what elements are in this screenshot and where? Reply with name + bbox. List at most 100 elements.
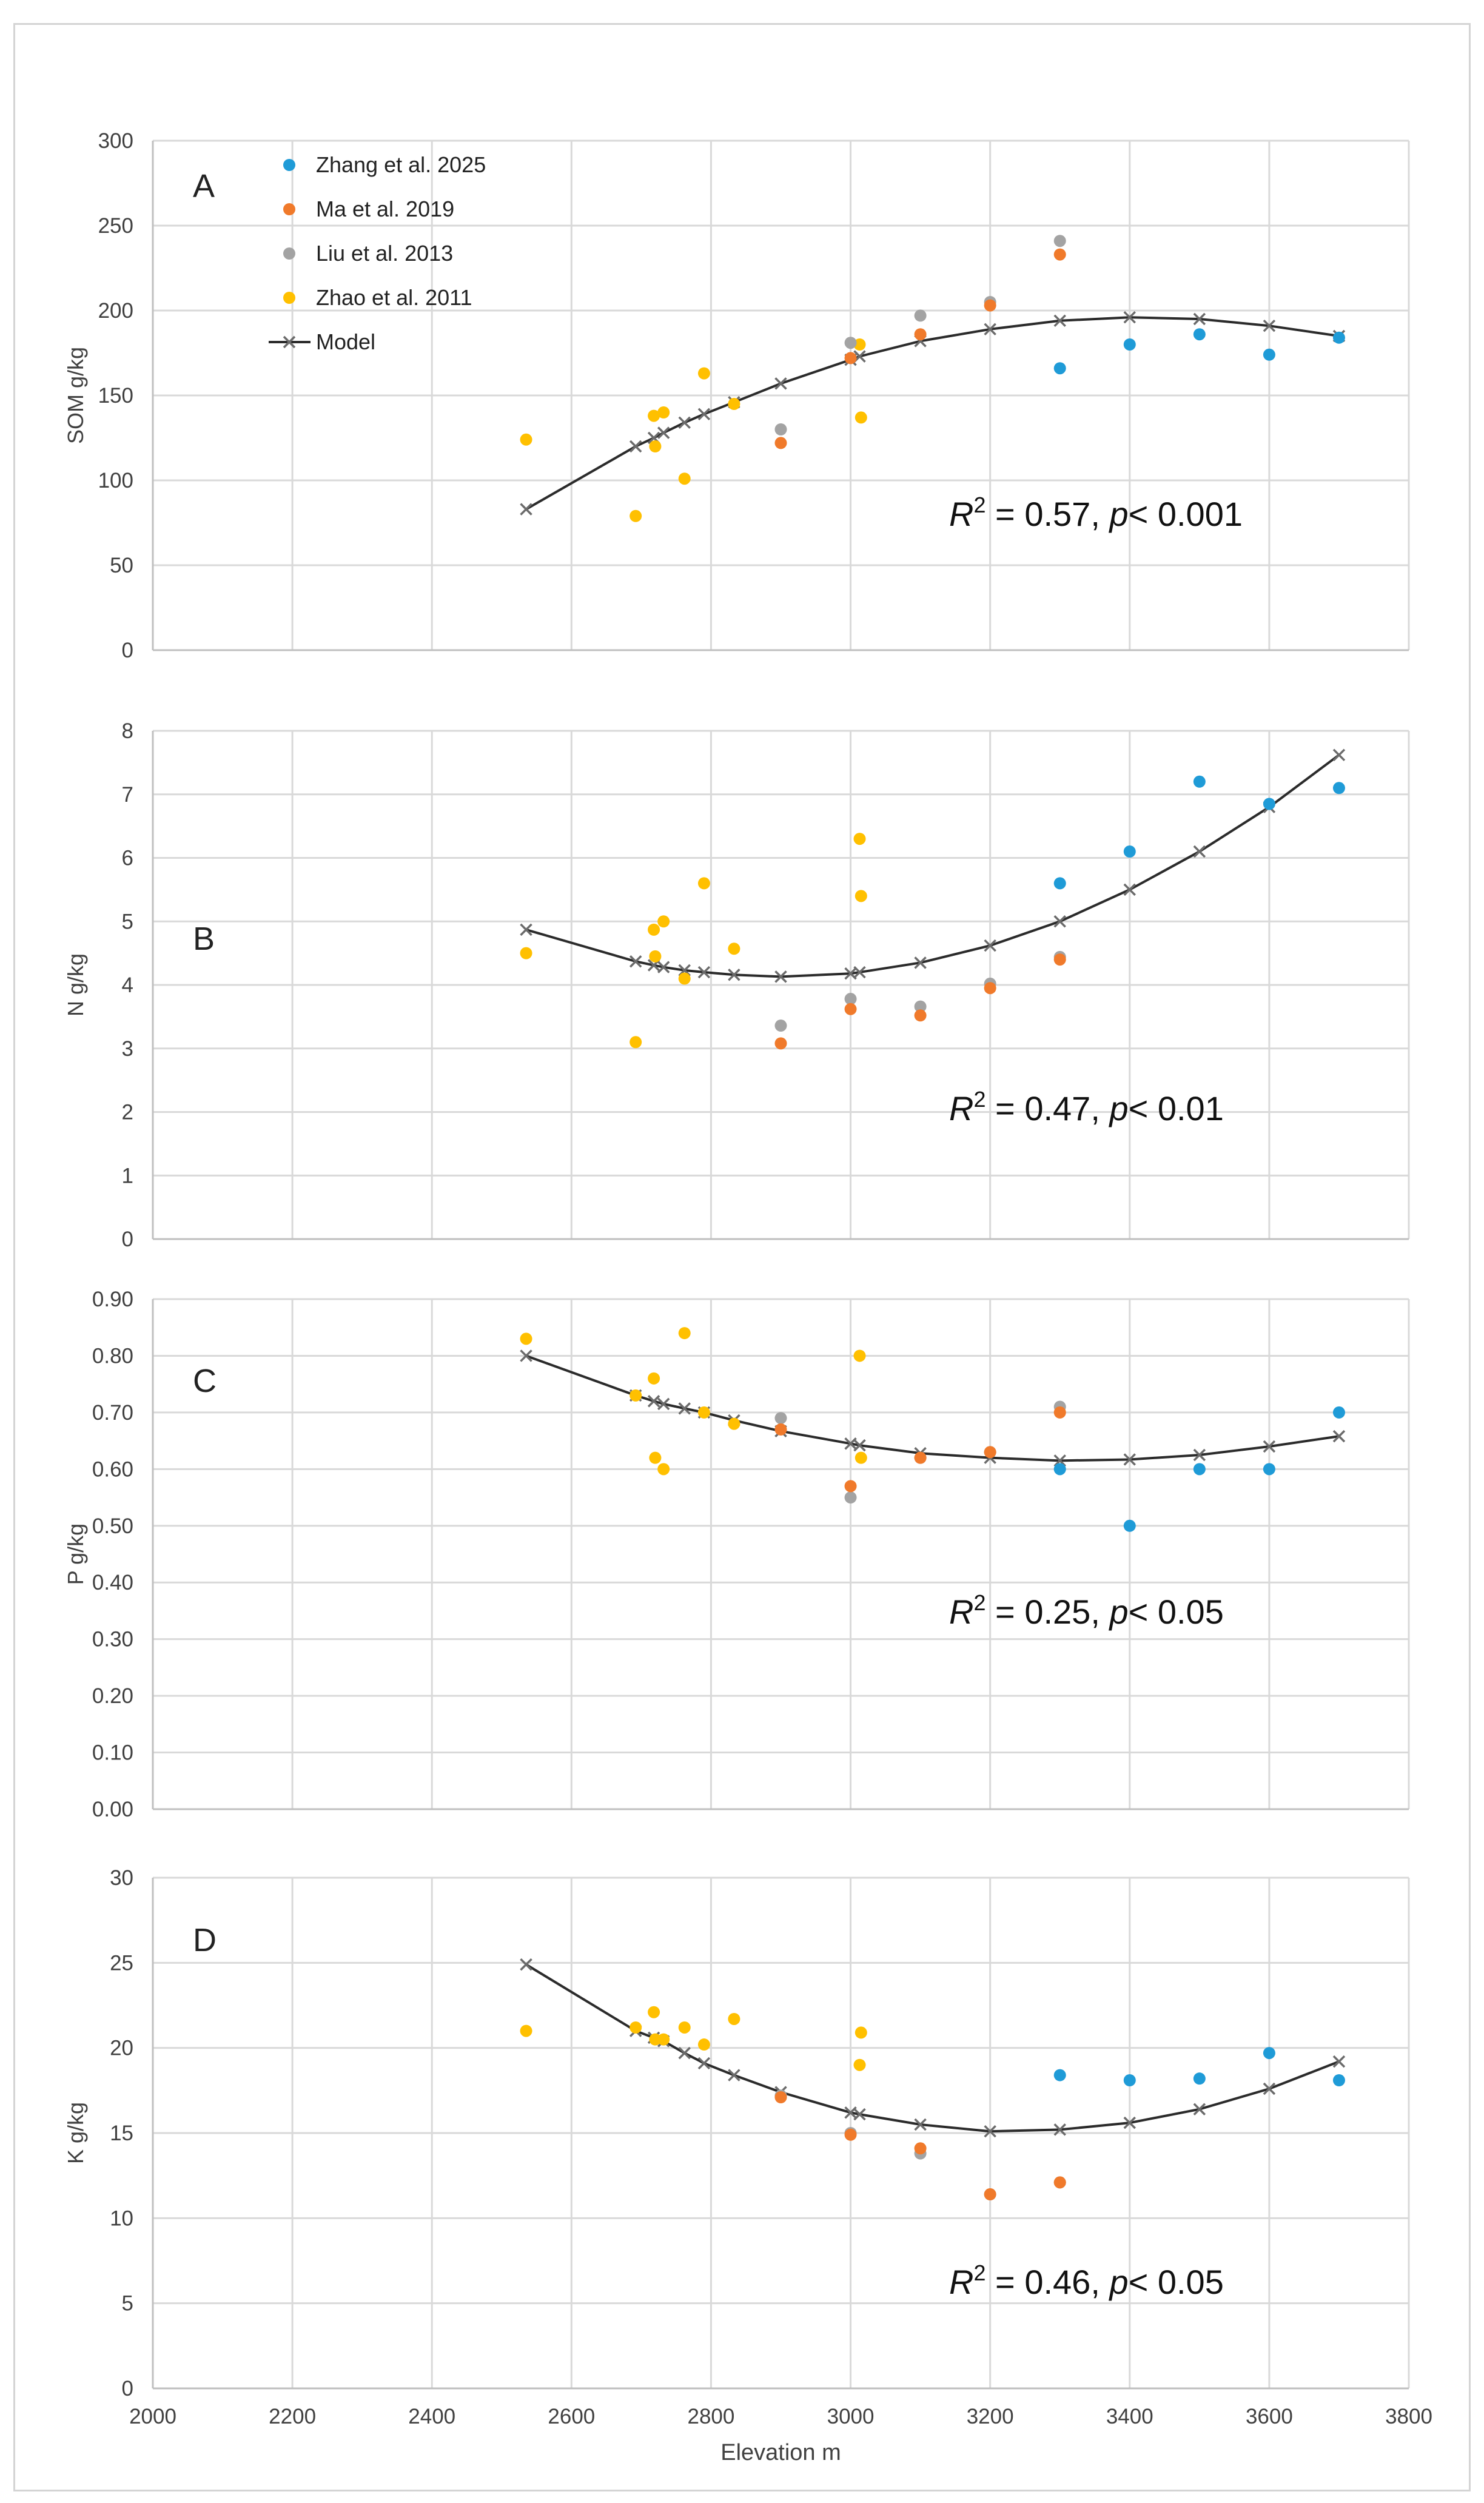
data-point-zhao <box>678 1327 691 1340</box>
y-tick-label: 0.80 <box>92 1344 133 1368</box>
x-tick-label: 2400 <box>408 2405 455 2428</box>
y-tick-label: 50 <box>110 554 133 577</box>
y-tick-label: 0.90 <box>92 1288 133 1311</box>
legend-item-model: Model <box>269 329 375 354</box>
x-tick-label: 2800 <box>688 2405 735 2428</box>
legend-swatch-ma <box>283 203 295 215</box>
r2-value: 0.46 <box>1024 2263 1090 2301</box>
legend-swatch-zhang <box>283 159 295 171</box>
data-point-zhao <box>853 833 866 845</box>
model-curve <box>525 754 1340 978</box>
model-point <box>914 956 927 969</box>
data-point-ma <box>1053 953 1066 966</box>
legend-swatch-zhao <box>283 292 295 304</box>
x-tick-label: 3600 <box>1246 2405 1293 2428</box>
legend: Zhang et al. 2025 Ma et al. 2019 Liu et al… <box>269 152 486 354</box>
data-point-liu <box>844 993 857 1006</box>
y-axis-title: P g/kg <box>63 1524 88 1585</box>
data-point-zhao <box>854 1451 867 1464</box>
y-tick-label: 0.70 <box>92 1401 133 1425</box>
data-point-liu <box>844 1491 857 1504</box>
data-point-ma <box>774 2091 787 2104</box>
model-point <box>853 2108 866 2121</box>
panel-b: 0 1 2 3 4 5 6 7 8 N g/kg B R2 = 0.47, p< 0.01 <box>63 719 1410 1251</box>
model-point <box>1332 2055 1346 2068</box>
data-point-ma <box>844 352 857 365</box>
model-point <box>1263 1440 1276 1453</box>
figure-frame <box>13 23 1471 2491</box>
data-point-zhang <box>1123 1519 1136 1532</box>
data-point-zhang <box>1053 2069 1066 2081</box>
data-point-zhao <box>728 1417 740 1430</box>
data-point-zhang <box>1263 348 1275 361</box>
data-point-ma <box>984 299 996 312</box>
data-point-zhao <box>728 942 740 955</box>
y-tick-label: 0 <box>122 2377 133 2401</box>
y-axis-title: N g/kg <box>63 953 88 1016</box>
data-point-liu <box>774 423 787 435</box>
legend-label: Model <box>316 329 375 354</box>
data-point-zhao <box>520 433 532 446</box>
x-tick-label: 3000 <box>827 2405 875 2428</box>
data-point-ma <box>1053 2176 1066 2189</box>
data-point-zhang <box>1193 328 1206 341</box>
x-tick-label: 3200 <box>967 2405 1014 2428</box>
y-axis-title: SOM g/kg <box>63 347 88 444</box>
model-point <box>1263 319 1276 332</box>
y-tick-label: 4 <box>122 973 133 997</box>
y-tick-label: 0.00 <box>92 1798 133 1821</box>
model-point <box>697 408 711 421</box>
data-point-zhang <box>1193 1463 1206 1476</box>
data-point-zhao <box>648 1372 660 1385</box>
data-point-zhao <box>630 2021 642 2034</box>
y-tick-label: 150 <box>98 384 133 408</box>
panel-label: C <box>193 1363 217 1399</box>
data-point-ma <box>774 437 787 449</box>
panel-c: 0.00 0.10 0.20 0.30 0.40 0.50 0.60 0.70 0.80 0.90… <box>63 1288 1410 1821</box>
model-point <box>1053 2123 1066 2136</box>
model-point <box>914 2118 927 2131</box>
data-point-zhao <box>678 2021 691 2034</box>
model-point <box>1193 312 1206 326</box>
legend-item-liu: Liu et al. 2013 <box>283 241 453 266</box>
y-tick-label: 0.20 <box>92 1684 133 1708</box>
data-point-ma <box>984 982 996 995</box>
r2-value: 0.47 <box>1024 1089 1090 1127</box>
model-point <box>657 961 670 973</box>
data-point-ma <box>984 1446 996 1459</box>
model-point <box>520 923 532 936</box>
data-point-zhao <box>657 406 670 418</box>
panel-a: 0 50 100 150 200 250 300 SOM g/kg A R2 = 0.57, p<… <box>63 129 1410 662</box>
p-value: < 0.001 <box>1129 495 1243 533</box>
data-point-zhao <box>520 2024 532 2037</box>
data-point-ma <box>844 2128 857 2141</box>
legend-label: Zhang et al. 2025 <box>316 152 486 177</box>
stats-annotation: R2 = 0.57, p< 0.001 <box>949 492 1243 533</box>
stats-annotation: R2 = 0.46, p< 0.05 <box>949 2260 1224 2301</box>
data-point-liu <box>914 309 927 322</box>
data-point-zhao <box>678 472 691 485</box>
data-point-liu <box>914 1000 927 1013</box>
x-tick-label: 2200 <box>269 2405 316 2428</box>
data-point-zhao <box>648 409 660 422</box>
data-point-zhao <box>649 950 662 963</box>
r2-value: 0.25 <box>1024 1593 1090 1631</box>
model-point <box>984 939 996 952</box>
y-axis-title: K g/kg <box>63 2102 88 2164</box>
panel-label: B <box>193 921 215 957</box>
y-tick-label: 30 <box>110 1866 133 1890</box>
panel-label: D <box>193 1922 217 1958</box>
y-tick-label: 7 <box>122 783 133 807</box>
data-point-liu <box>774 1020 787 1032</box>
model-point <box>678 2046 691 2060</box>
model-point <box>1193 845 1206 858</box>
y-tick-label: 250 <box>98 214 133 238</box>
data-point-zhao <box>630 509 642 522</box>
data-point-ma <box>1053 1406 1066 1419</box>
data-point-ma <box>914 2142 927 2155</box>
model-point <box>853 966 866 979</box>
p-value: < 0.05 <box>1129 2263 1224 2301</box>
model-point <box>984 2125 996 2138</box>
model-point <box>1123 883 1137 896</box>
data-point-zhao <box>697 2038 710 2051</box>
